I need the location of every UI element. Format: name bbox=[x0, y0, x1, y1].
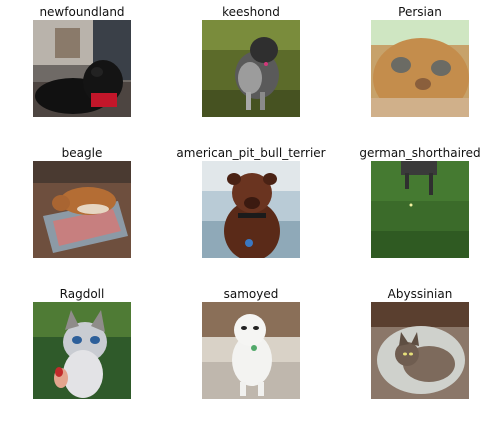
photo-samoyed bbox=[202, 302, 300, 399]
panel-title: Persian bbox=[398, 5, 442, 19]
photo-american-pit-bull-terrier bbox=[202, 161, 300, 258]
photo-persian bbox=[371, 20, 469, 117]
photo-ragdoll bbox=[33, 302, 131, 399]
panel-title: american_pit_bull_terrier bbox=[176, 146, 326, 160]
panel-title: samoyed bbox=[223, 287, 279, 301]
panel-title: Ragdoll bbox=[59, 287, 105, 301]
photo-keeshond bbox=[202, 20, 300, 117]
photo-abyssinian bbox=[371, 302, 469, 399]
photo-german-shorthaired bbox=[371, 161, 469, 258]
panel-title: beagle bbox=[61, 146, 103, 160]
panel-title: Abyssinian bbox=[387, 287, 453, 301]
photo-beagle bbox=[33, 161, 131, 258]
panel-title: newfoundland bbox=[39, 5, 125, 19]
panel-title: german_shorthaired bbox=[359, 146, 481, 160]
photo-newfoundland bbox=[33, 20, 131, 117]
panel-title: keeshond bbox=[222, 5, 280, 19]
